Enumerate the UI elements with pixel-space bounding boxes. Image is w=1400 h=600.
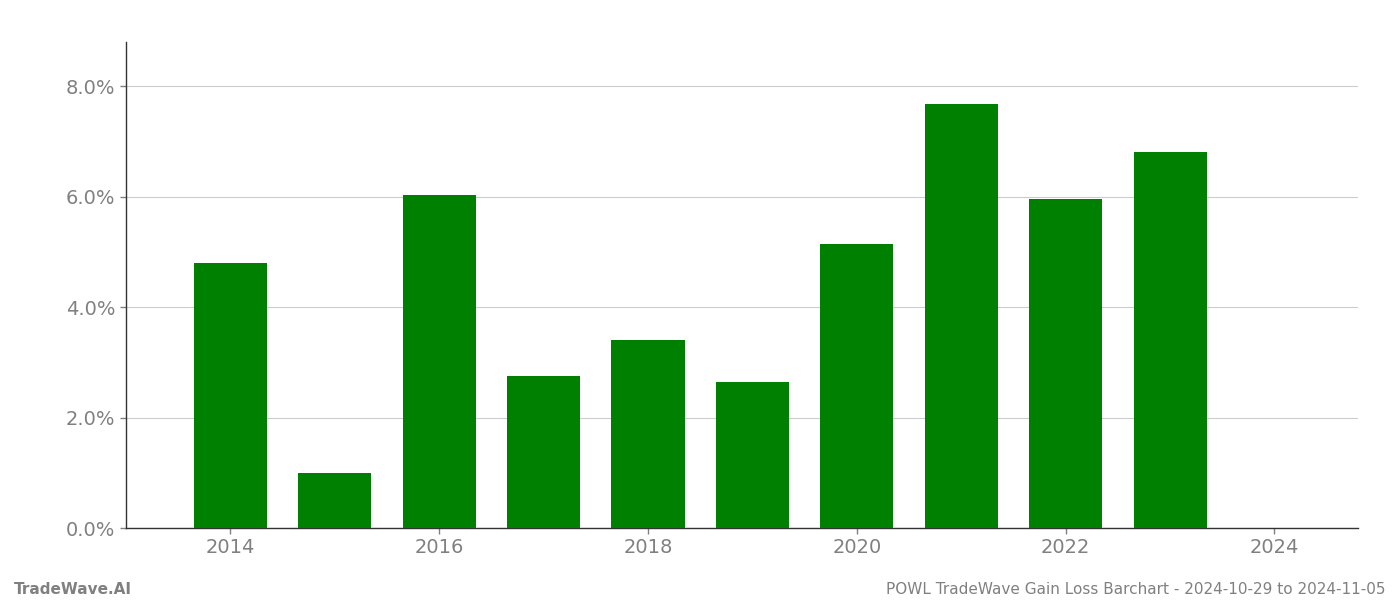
- Bar: [612, 340, 685, 528]
- Bar: [507, 376, 580, 528]
- Bar: [715, 382, 790, 528]
- Bar: [925, 104, 998, 528]
- Bar: [298, 473, 371, 528]
- Bar: [1134, 152, 1207, 528]
- Bar: [193, 263, 267, 528]
- Bar: [1029, 199, 1102, 528]
- Text: TradeWave.AI: TradeWave.AI: [14, 582, 132, 597]
- Text: POWL TradeWave Gain Loss Barchart - 2024-10-29 to 2024-11-05: POWL TradeWave Gain Loss Barchart - 2024…: [886, 582, 1386, 597]
- Bar: [820, 244, 893, 528]
- Bar: [403, 195, 476, 528]
